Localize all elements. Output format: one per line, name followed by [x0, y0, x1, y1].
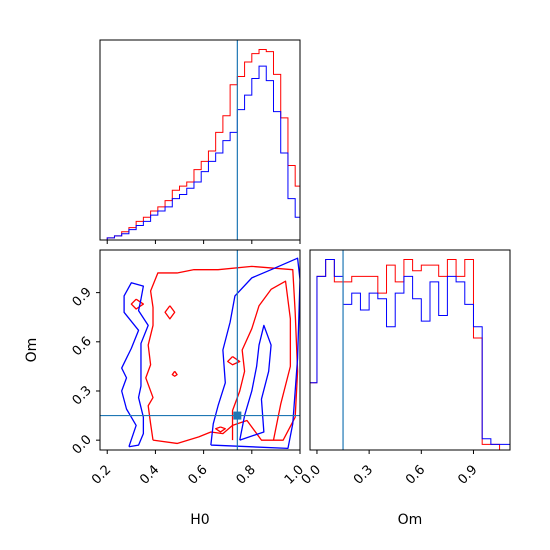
contour-red-island-6 — [215, 426, 226, 433]
contour-blue-outer-8 — [210, 257, 300, 450]
contour-frame — [99, 249, 301, 451]
x-axis-label-H0: H0 — [190, 512, 209, 528]
contour-ytick-label: 0.9 — [70, 285, 95, 310]
hist-H0-panel — [99, 39, 301, 244]
contour-red-outer-0 — [145, 265, 299, 445]
x-axis-label-Om: Om — [398, 512, 423, 528]
contour-xtick-label: 1.0 — [282, 462, 307, 487]
contour-H0-Om-panel: 0.2 0.4 0.6 0.8 1.0 0.0 0.3 0.6 0.9 — [70, 249, 307, 488]
contour-ytick-label: 0.0 — [70, 432, 95, 457]
contour-xtick-label: 0.2 — [89, 462, 114, 487]
contour-red-island-5 — [227, 356, 241, 366]
hist-H0-frame — [99, 39, 301, 241]
contour-lines — [121, 257, 300, 450]
contour-red-island-3 — [164, 305, 176, 320]
contour-red-inner-1 — [231, 280, 292, 441]
hist-Om-series-blue — [309, 259, 511, 450]
contour-xtick-label: 0.6 — [185, 462, 210, 487]
contour-blue-inner-9 — [239, 324, 272, 441]
hist-H0-series-blue — [100, 65, 301, 241]
hist-Om-panel: 0.0 0.3 0.6 0.9 — [299, 249, 511, 488]
contour-ytick-label: 0.3 — [70, 383, 95, 408]
contour-red-island-4 — [171, 370, 178, 377]
contour-truth-marker — [233, 411, 242, 420]
hist-Om-xtick-label: 0.9 — [455, 462, 480, 487]
hist-Om-frame — [309, 249, 511, 451]
hist-Om-xtick-label: 0.3 — [351, 462, 376, 487]
contour-ytick-label: 0.6 — [70, 334, 95, 359]
y-axis-label-Om: Om — [24, 338, 40, 363]
hist-Om-series-red — [309, 259, 510, 451]
hist-H0-series-red — [100, 49, 301, 241]
contour-red-island-2 — [130, 298, 145, 310]
hist-Om-xtick-label: 0.6 — [403, 462, 428, 487]
contour-blue-outer-7 — [121, 282, 149, 448]
contour-xtick-label: 0.8 — [234, 462, 259, 487]
contour-xtick-label: 0.4 — [137, 462, 162, 487]
